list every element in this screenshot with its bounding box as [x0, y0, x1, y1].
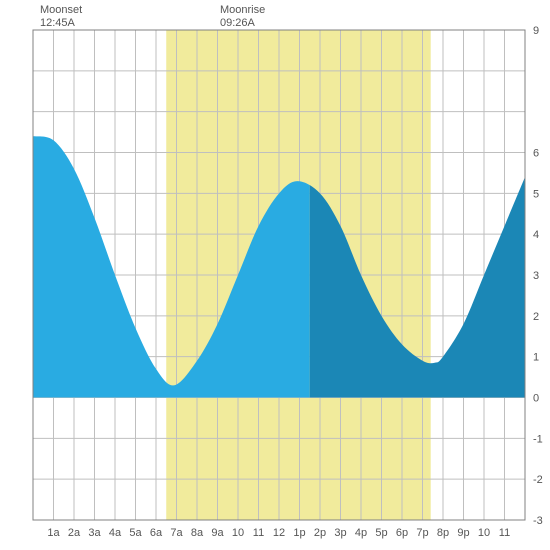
x-tick-label: 6p	[396, 527, 408, 539]
x-tick-label: 5a	[129, 527, 142, 539]
x-tick-label: 12	[273, 527, 285, 539]
x-tick-label: 7p	[416, 527, 428, 539]
moonset-annotation: Moonset 12:45A	[40, 4, 82, 30]
y-tick-label: 3	[533, 270, 539, 282]
x-tick-label: 7a	[170, 527, 183, 539]
moonrise-time: 09:26A	[220, 17, 265, 30]
x-tick-label: 8a	[191, 527, 204, 539]
tide-chart: Moonset 12:45A Moonrise 09:26A -3-2-1012…	[0, 0, 550, 550]
x-tick-label: 8p	[437, 527, 449, 539]
y-tick-label: -3	[533, 515, 543, 527]
x-tick-label: 3p	[334, 527, 346, 539]
moonrise-annotation: Moonrise 09:26A	[220, 4, 265, 30]
moonset-time: 12:45A	[40, 17, 82, 30]
x-tick-label: 2a	[68, 527, 81, 539]
x-tick-label: 3a	[88, 527, 101, 539]
x-tick-label: 1a	[47, 527, 60, 539]
y-tick-label: -2	[533, 474, 543, 486]
x-tick-label: 10	[232, 527, 244, 539]
x-tick-label: 9a	[211, 527, 224, 539]
moonrise-label: Moonrise	[220, 4, 265, 16]
y-tick-label: 6	[533, 148, 539, 160]
chart-canvas: -3-2-1012345691a2a3a4a5a6a7a8a9a1011121p…	[0, 0, 550, 550]
x-tick-label: 4a	[109, 527, 122, 539]
x-tick-label: 11	[253, 527, 264, 539]
y-tick-label: 5	[533, 188, 539, 200]
x-tick-label: 5p	[375, 527, 387, 539]
x-tick-label: 10	[478, 527, 490, 539]
moonset-label: Moonset	[40, 4, 82, 16]
y-tick-label: 0	[533, 393, 539, 405]
y-tick-label: 9	[533, 25, 539, 37]
x-tick-label: 4p	[355, 527, 367, 539]
y-tick-label: -1	[533, 433, 543, 445]
x-tick-label: 9p	[457, 527, 469, 539]
y-tick-label: 1	[533, 352, 539, 364]
y-tick-label: 4	[533, 229, 539, 241]
x-tick-label: 6a	[150, 527, 163, 539]
x-tick-label: 1p	[293, 527, 305, 539]
x-tick-label: 11	[499, 527, 510, 539]
x-tick-label: 2p	[314, 527, 326, 539]
y-tick-label: 2	[533, 311, 539, 323]
